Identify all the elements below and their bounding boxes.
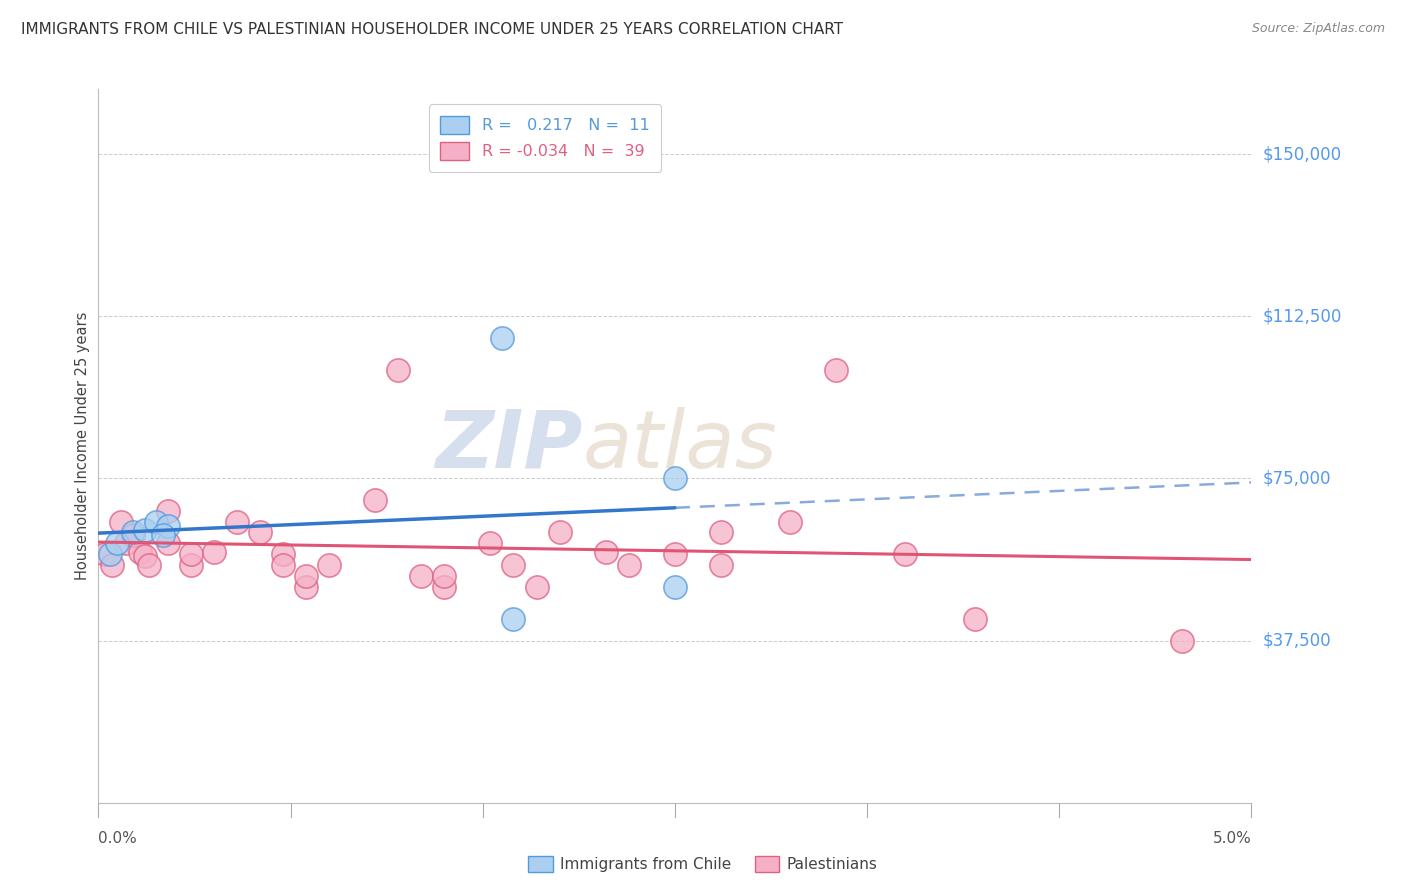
Point [318,558,340,572]
Point [502,558,524,572]
Point [526,580,548,594]
Point [225,515,247,529]
Point [548,525,571,540]
Text: $150,000: $150,000 [1263,145,1341,163]
Text: IMMIGRANTS FROM CHILE VS PALESTINIAN HOUSEHOLDER INCOME UNDER 25 YEARS CORRELATI: IMMIGRANTS FROM CHILE VS PALESTINIAN HOU… [21,22,844,37]
Point [105,536,128,550]
Point [710,525,733,540]
Point [411,568,433,582]
Text: 0.0%: 0.0% [98,831,138,847]
Point [249,525,271,540]
Point [491,331,513,345]
Point [156,519,179,533]
Text: $75,000: $75,000 [1263,469,1331,487]
Text: $112,500: $112,500 [1263,307,1341,326]
Point [825,363,848,377]
Point [180,558,202,572]
Point [479,536,502,550]
Point [94,547,117,561]
Point [180,547,202,561]
Point [271,547,294,561]
Point [145,515,167,529]
Text: ZIP: ZIP [436,407,582,485]
Point [98,547,121,561]
Point [433,568,456,582]
Point [894,547,917,561]
Point [152,527,174,541]
Text: Source: ZipAtlas.com: Source: ZipAtlas.com [1251,22,1385,36]
Point [156,536,179,550]
Point [779,515,801,529]
Point [122,525,145,540]
Point [295,580,318,594]
Legend: Immigrants from Chile, Palestinians: Immigrants from Chile, Palestinians [520,848,886,880]
Legend: R =   0.217   N =  11, R = -0.034   N =  39: R = 0.217 N = 11, R = -0.034 N = 39 [429,104,661,171]
Point [115,536,138,550]
Point [433,580,456,594]
Point [134,524,156,538]
Point [963,612,986,626]
Text: atlas: atlas [582,407,778,485]
Point [502,612,524,626]
Point [202,545,225,559]
Point [295,568,318,582]
Point [101,558,124,572]
Point [134,549,156,564]
Point [1171,633,1194,648]
Point [664,547,686,561]
Point [710,558,733,572]
Point [617,558,640,572]
Point [364,493,387,508]
Point [110,515,132,529]
Point [664,580,686,594]
Y-axis label: Householder Income Under 25 years: Householder Income Under 25 years [75,312,90,580]
Point [664,471,686,485]
Point [595,545,617,559]
Point [387,363,409,377]
Text: $37,500: $37,500 [1263,632,1331,649]
Point [138,558,160,572]
Text: 5.0%: 5.0% [1212,831,1251,847]
Point [271,558,294,572]
Point [129,545,152,559]
Point [156,504,179,518]
Point [122,527,145,541]
